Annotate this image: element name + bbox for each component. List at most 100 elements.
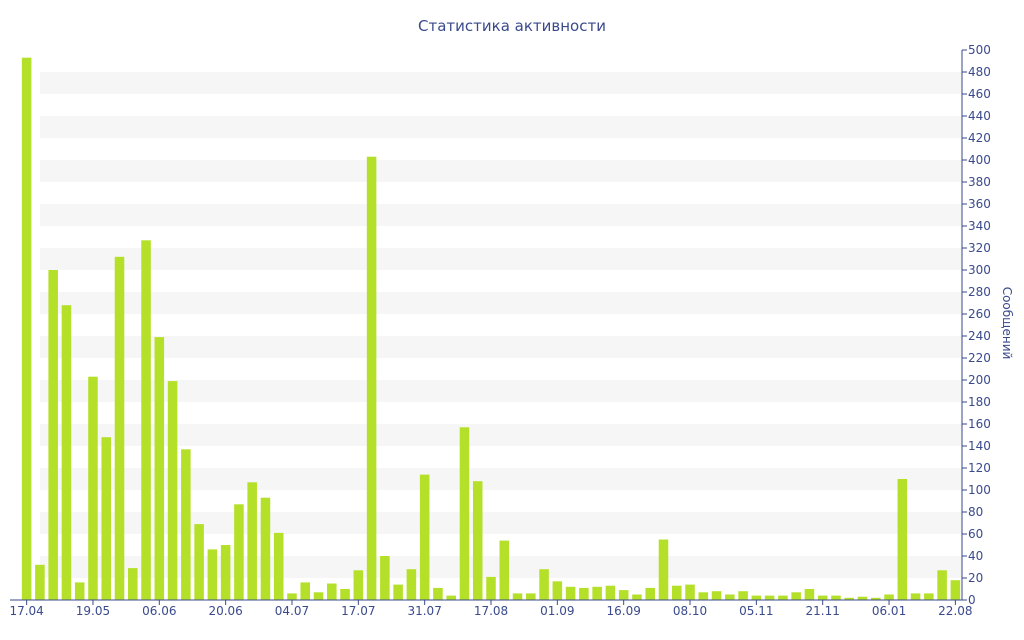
grid-band <box>40 512 962 534</box>
y-tick-label: 20 <box>968 571 983 585</box>
bar <box>924 593 934 600</box>
bar <box>685 584 695 600</box>
bar <box>260 497 271 600</box>
bar <box>512 593 523 600</box>
bar <box>910 593 921 600</box>
y-tick-label: 420 <box>968 131 991 145</box>
x-tick-label: 08.10 <box>673 604 707 618</box>
bar <box>433 587 443 600</box>
x-tick-label: 17.08 <box>474 604 508 618</box>
x-tick-label: 21.11 <box>806 604 840 618</box>
bar <box>74 582 85 600</box>
x-tick-label: 17.07 <box>341 604 375 618</box>
x-tick-label: 20.06 <box>208 604 242 618</box>
y-tick-label: 460 <box>968 87 991 101</box>
bar <box>300 582 311 600</box>
grid-band <box>40 248 962 270</box>
bar <box>167 381 178 600</box>
y-tick-label: 200 <box>968 373 991 387</box>
bar <box>234 504 244 600</box>
bar <box>340 589 350 600</box>
bar <box>857 596 868 600</box>
bar <box>725 594 735 600</box>
bar <box>61 305 72 600</box>
bar <box>247 482 257 600</box>
bar <box>671 585 682 600</box>
x-tick-label: 22.08 <box>938 604 972 618</box>
y-tick-label: 0 <box>968 593 976 607</box>
bar <box>366 156 377 600</box>
grid-band <box>40 424 962 446</box>
bar <box>804 589 815 600</box>
bar <box>353 570 364 600</box>
bar <box>592 586 602 600</box>
bar-series <box>21 57 961 601</box>
bar <box>870 597 881 600</box>
bar <box>778 595 788 600</box>
bar <box>101 437 112 600</box>
bar <box>658 539 669 600</box>
bar <box>220 545 231 600</box>
grid-band <box>40 468 962 490</box>
y-tick-label: 400 <box>968 153 991 167</box>
x-tick-label: 17.04 <box>9 604 43 618</box>
bar <box>21 57 32 600</box>
y-tick-label: 100 <box>968 483 991 497</box>
grid-band <box>40 380 962 402</box>
bar <box>194 524 204 600</box>
bar <box>273 532 284 600</box>
bar <box>605 585 616 600</box>
grid-bands <box>40 72 962 578</box>
bar <box>738 591 748 600</box>
bar <box>313 592 324 600</box>
y-tick-label: 160 <box>968 417 991 431</box>
y-axis-label: Сообщений <box>1000 287 1014 360</box>
bar <box>181 449 191 600</box>
bar <box>393 584 403 600</box>
y-tick-label: 280 <box>968 285 991 299</box>
bar <box>565 586 576 600</box>
y-tick-label: 40 <box>968 549 983 563</box>
bar <box>48 270 58 600</box>
y-tick-label: 80 <box>968 505 983 519</box>
bar <box>207 549 218 600</box>
grid-band <box>40 160 962 182</box>
bar <box>419 474 430 600</box>
y-tick-label: 320 <box>968 241 991 255</box>
bar <box>950 580 961 600</box>
x-tick-label: 05.11 <box>739 604 773 618</box>
bar <box>327 583 337 600</box>
bar <box>817 595 828 600</box>
bar <box>526 593 536 600</box>
y-tick-label: 440 <box>968 109 991 123</box>
y-tick-label: 380 <box>968 175 991 189</box>
bar <box>831 595 841 600</box>
y-tick-label: 120 <box>968 461 991 475</box>
bar <box>937 570 947 600</box>
grid-band <box>40 292 962 314</box>
y-tick-label: 260 <box>968 307 991 321</box>
bar <box>127 568 138 600</box>
chart-title: Статистика активности <box>418 17 606 35</box>
x-tick-label: 31.07 <box>407 604 441 618</box>
grid-band <box>40 204 962 226</box>
bar <box>645 587 655 600</box>
grid-band <box>40 72 962 94</box>
y-tick-label: 500 <box>968 43 991 57</box>
bar <box>141 240 151 601</box>
bar <box>751 595 762 600</box>
bar <box>380 556 390 600</box>
bar <box>698 592 709 600</box>
bar <box>459 427 470 600</box>
y-tick-label: 300 <box>968 263 991 277</box>
y-tick-label: 360 <box>968 197 991 211</box>
bar <box>618 590 629 600</box>
grid-band <box>40 116 962 138</box>
bar <box>114 256 125 600</box>
x-tick-label: 19.05 <box>76 604 110 618</box>
bar <box>406 569 417 600</box>
y-tick-label: 220 <box>968 351 991 365</box>
bar <box>711 591 722 600</box>
bar <box>287 593 297 600</box>
